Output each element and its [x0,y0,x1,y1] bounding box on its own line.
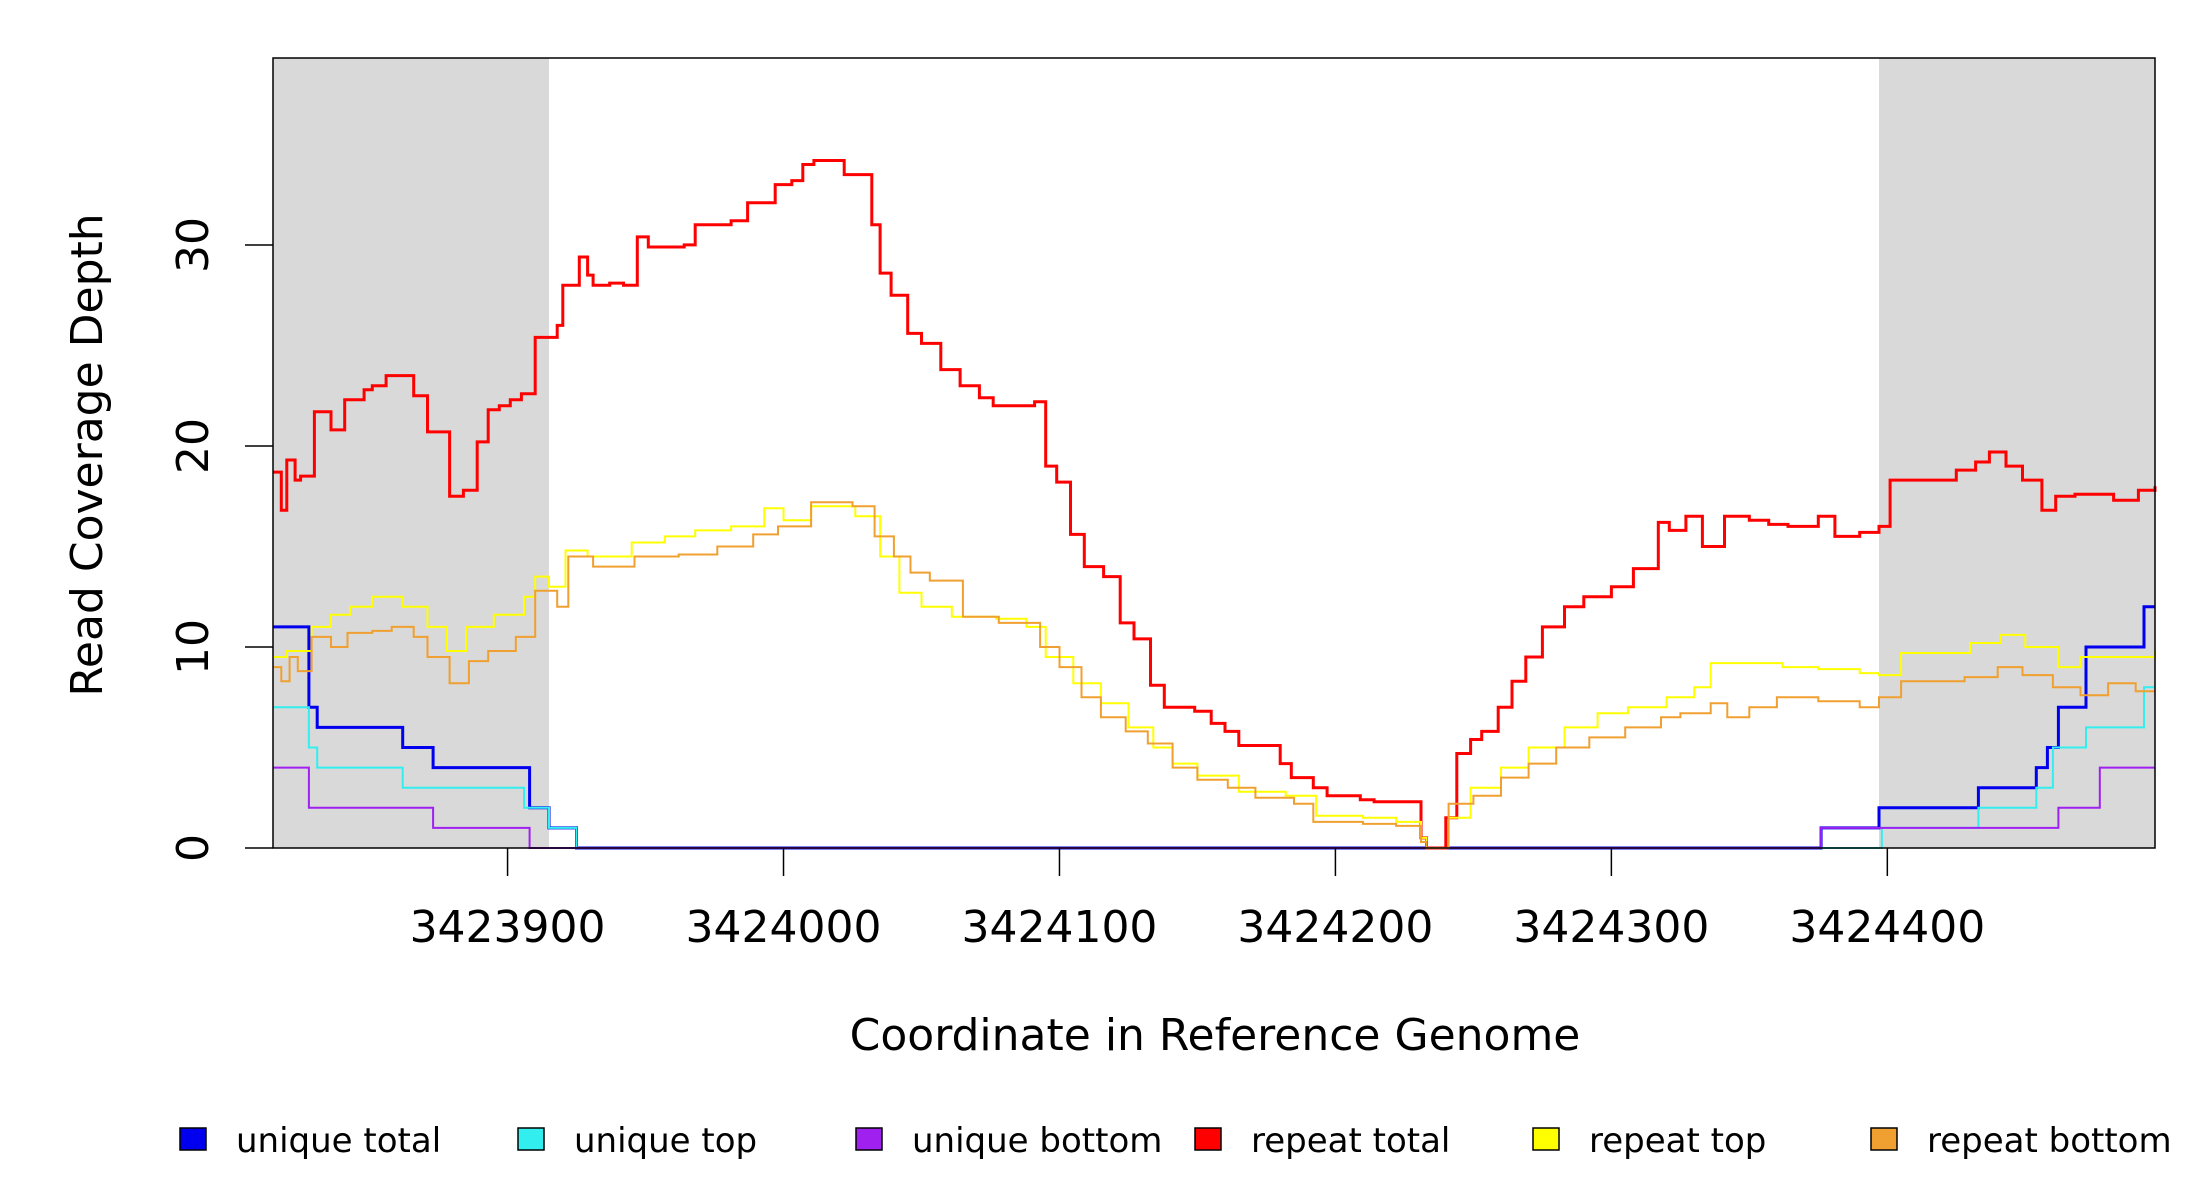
shaded-region-2 [1879,58,2155,848]
legend-swatch-unique-bottom [855,1127,883,1151]
legend-swatch-unique-total [179,1127,207,1151]
x-tick-label: 3424300 [1513,902,1709,953]
legend-label-unique-bottom: unique bottom [912,1121,1162,1161]
x-tick-label: 3424000 [686,902,882,953]
series-lines [273,159,2157,850]
series-repeat-top [273,505,2156,849]
x-tick-label: 3424100 [961,902,1157,953]
series-unique-total [273,605,2155,850]
shaded-region-1 [273,58,549,848]
y-tick-label: 0 [168,834,219,862]
x-axis-title: Coordinate in Reference Genome [850,1010,1581,1061]
legend-label-repeat-bottom: repeat bottom [1927,1121,2172,1161]
series-repeat-bottom [273,501,2155,849]
legend-label-unique-top: unique top [574,1121,757,1161]
legend: unique total unique top unique bottom repea… [179,1121,2172,1161]
x-tick-label: 3424200 [1237,902,1433,953]
y-tick-label: 10 [168,619,219,675]
legend-swatch-unique-top [517,1127,545,1151]
y-tick-label: 30 [168,217,219,273]
legend-label-repeat-top: repeat top [1589,1121,1766,1161]
legend-swatch-repeat-top [1532,1127,1560,1151]
y-tick-label: 20 [168,418,219,474]
axes: 3423900 3424000 3424100 3424200 3424300 34244… [168,57,2156,953]
legend-swatch-repeat-bottom [1870,1127,1898,1151]
x-tick-label: 3423900 [410,902,606,953]
legend-label-unique-total: unique total [236,1121,441,1161]
legend-label-repeat-total: repeat total [1251,1121,1450,1161]
y-axis-title: Read Coverage Depth [62,213,113,696]
x-tick-label: 3424400 [1789,902,1985,953]
series-unique-top [273,686,2155,849]
series-repeat-total [273,159,2157,850]
legend-swatch-repeat-total [1194,1127,1222,1151]
shaded-regions [273,58,2155,848]
plot-frame [272,57,2156,849]
